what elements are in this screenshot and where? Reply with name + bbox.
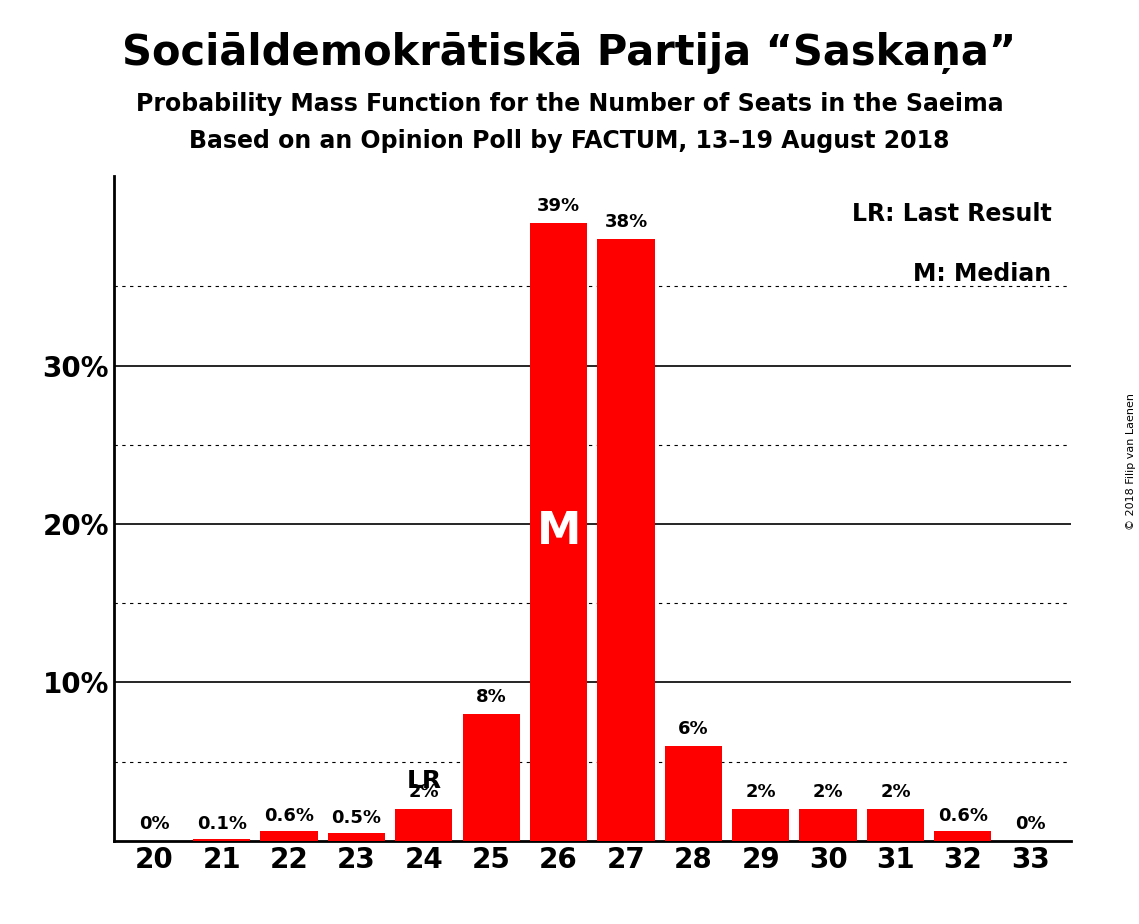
Bar [194, 839, 251, 841]
Text: 0%: 0% [139, 815, 170, 833]
Text: Probability Mass Function for the Number of Seats in the Saeima: Probability Mass Function for the Number… [136, 92, 1003, 116]
Bar [934, 832, 991, 841]
Text: 0.5%: 0.5% [331, 808, 382, 827]
Text: 2%: 2% [813, 784, 843, 801]
Bar [665, 746, 722, 841]
Text: M: M [536, 510, 581, 553]
Text: 39%: 39% [536, 197, 580, 215]
Bar [530, 223, 588, 841]
Text: 0.6%: 0.6% [937, 807, 988, 825]
Bar [261, 832, 318, 841]
Bar [462, 714, 519, 841]
Text: 6%: 6% [678, 720, 708, 738]
Bar [867, 809, 924, 841]
Text: LR: Last Result: LR: Last Result [852, 202, 1051, 226]
Text: 0%: 0% [1015, 815, 1046, 833]
Text: M: Median: M: Median [913, 262, 1051, 286]
Bar [395, 809, 452, 841]
Bar [800, 809, 857, 841]
Bar [328, 833, 385, 841]
Text: Sociāldemokrātiskā Partija “Saskaņa”: Sociāldemokrātiskā Partija “Saskaņa” [122, 32, 1017, 74]
Text: 2%: 2% [409, 784, 440, 801]
Text: 0.6%: 0.6% [264, 807, 314, 825]
Text: 0.1%: 0.1% [197, 815, 247, 833]
Text: © 2018 Filip van Laenen: © 2018 Filip van Laenen [1126, 394, 1136, 530]
Text: 38%: 38% [605, 213, 648, 231]
Bar [597, 239, 655, 841]
Text: Based on an Opinion Poll by FACTUM, 13–19 August 2018: Based on an Opinion Poll by FACTUM, 13–1… [189, 129, 950, 153]
Bar [732, 809, 789, 841]
Text: 8%: 8% [476, 688, 507, 706]
Text: 2%: 2% [880, 784, 911, 801]
Text: LR: LR [407, 770, 442, 794]
Text: 2%: 2% [745, 784, 776, 801]
